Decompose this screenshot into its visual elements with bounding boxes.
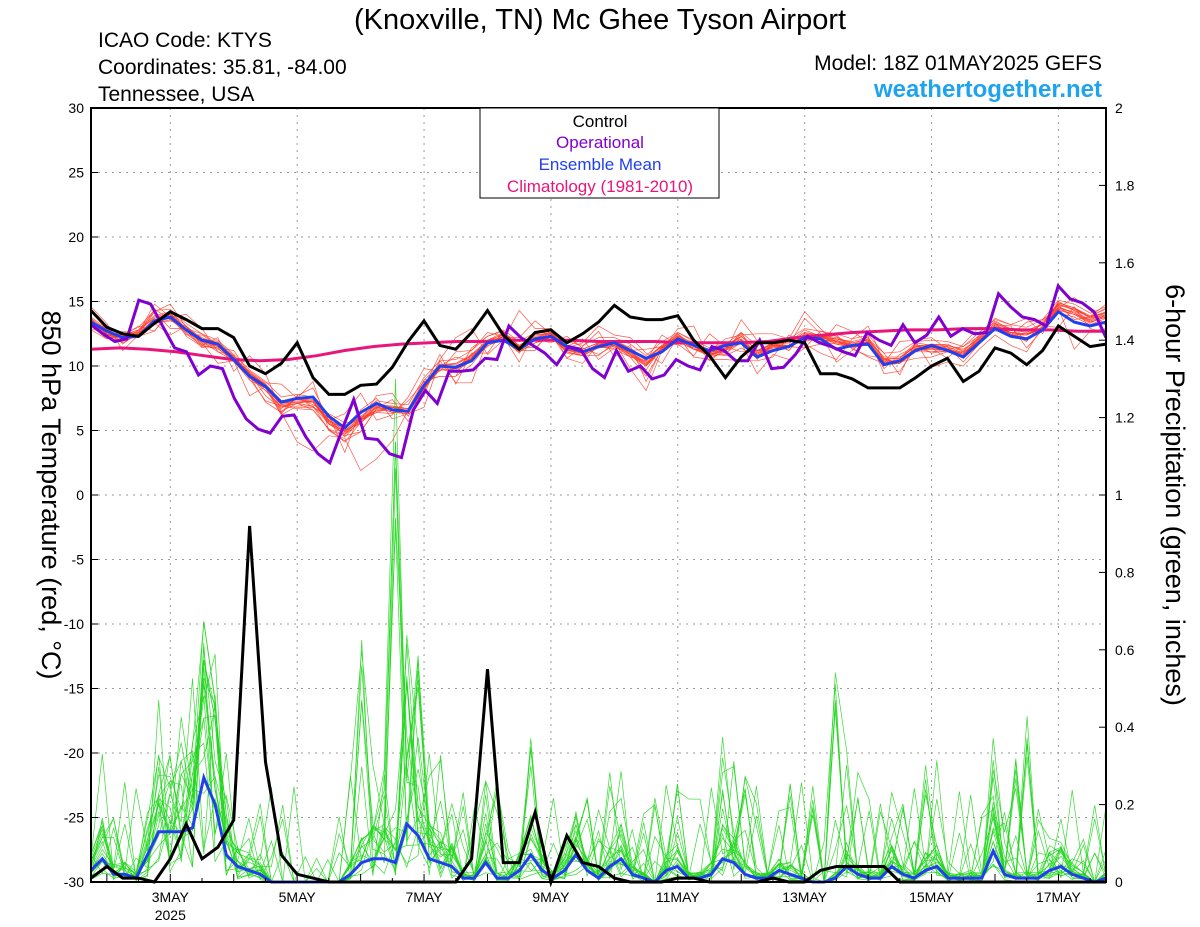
y-left-tick-label: 10	[68, 358, 84, 374]
x-tick-label: 5MAY	[279, 889, 317, 905]
temperature-member-line	[90, 302, 1107, 435]
precipitation-member-line	[90, 468, 1107, 883]
y-left-tick-label: -5	[72, 552, 85, 568]
y-right-axis-title: 6-hour Precipitation (green, inches)	[1160, 284, 1190, 706]
y-left-tick-label: 15	[68, 294, 84, 310]
grid	[91, 108, 1106, 882]
y-right-tick-label: 0.8	[1115, 564, 1135, 580]
y-left-axis-title: 850 hPa Temperature (red, °C)	[36, 311, 66, 680]
precipitation-member-line	[90, 644, 1107, 883]
precipitation-member-line	[90, 635, 1107, 883]
precip-ensemble-mean-line	[89, 772, 1107, 884]
temperature-member-line	[90, 306, 1107, 437]
y-right-tick-label: 1.8	[1115, 177, 1135, 193]
y-left-tick-label: 20	[68, 229, 84, 245]
temperature-member-line	[90, 297, 1107, 454]
precipitation-member-line	[90, 660, 1107, 883]
y-right-tick-label: 1.6	[1115, 255, 1135, 271]
temperature-member-line	[90, 301, 1107, 472]
temperature-member-line	[90, 299, 1107, 428]
temp-operational-line	[90, 283, 1108, 466]
website-link[interactable]: weathertogether.net	[873, 76, 1102, 103]
y-right-tick-label: 2	[1115, 100, 1123, 116]
precipitation-member-line	[90, 679, 1107, 883]
legend-entry-ensemble-mean: Ensemble Mean	[539, 155, 662, 174]
y-left-tick-label: 30	[68, 100, 84, 116]
y-left-tick-label: -10	[64, 616, 84, 632]
x-tick-label: 7MAY	[406, 889, 444, 905]
legend-entry-climatology: Climatology (1981-2010)	[507, 177, 693, 196]
y-left-tick-label: -25	[64, 810, 84, 826]
y-right-tick-label: 0.6	[1115, 642, 1135, 658]
precipitation-members	[90, 378, 1107, 883]
x-tick-label: 9MAY	[532, 889, 570, 905]
y-right-tick-label: 0.4	[1115, 719, 1135, 735]
axes: 302520151050-5-10-15-20-25-3021.81.61.41…	[64, 100, 1135, 923]
x-tick-year-label: 2025	[155, 907, 186, 923]
temp-ensemble-mean-line	[90, 309, 1107, 430]
x-tick-label: 15MAY	[909, 889, 955, 905]
legend-entry-operational: Operational	[556, 133, 644, 152]
y-right-tick-label: 1.2	[1115, 410, 1135, 426]
precipitation-member-line	[90, 660, 1107, 883]
precipitation-member-line	[90, 665, 1107, 883]
legend: Control Operational Ensemble Mean Climat…	[479, 107, 720, 199]
precipitation-member-line	[90, 441, 1107, 883]
precipitation-member-line	[90, 517, 1107, 883]
page-title: (Knoxville, TN) Mc Ghee Tyson Airport	[353, 4, 847, 36]
y-left-tick-label: -20	[64, 745, 84, 761]
y-left-tick-label: 25	[68, 165, 84, 181]
y-left-tick-label: -15	[64, 681, 84, 697]
model-run: Model: 18Z 01MAY2025 GEFS	[814, 52, 1102, 75]
y-right-tick-label: 0	[1115, 874, 1123, 890]
region: Tennessee, USA	[98, 83, 255, 106]
x-tick-label: 17MAY	[1036, 889, 1082, 905]
y-right-tick-label: 0.2	[1115, 797, 1135, 813]
y-left-tick-label: -30	[64, 874, 84, 890]
legend-entry-control: Control	[573, 112, 628, 131]
y-right-tick-label: 1.4	[1115, 332, 1135, 348]
precipitation-member-line	[90, 526, 1107, 883]
x-tick-label: 3MAY	[152, 889, 190, 905]
y-left-tick-label: 5	[76, 423, 84, 439]
y-right-tick-label: 1	[1115, 487, 1123, 503]
x-tick-label: 13MAY	[782, 889, 828, 905]
y-left-tick-label: 0	[76, 487, 84, 503]
precipitation-member-line	[90, 681, 1107, 883]
main-series	[89, 283, 1108, 888]
climatology-line	[90, 327, 1106, 363]
precipitation-member-line	[90, 687, 1107, 883]
precipitation-member-line	[90, 670, 1107, 883]
icao-code: ICAO Code: KTYS	[98, 29, 272, 52]
legend-box	[479, 107, 720, 199]
x-tick-label: 11MAY	[656, 889, 700, 905]
coordinates: Coordinates: 35.81, -84.00	[98, 56, 347, 79]
precip-control-line	[90, 525, 1106, 888]
temp-control-line	[89, 303, 1107, 396]
precipitation-member-line	[90, 661, 1107, 883]
precipitation-member-line	[90, 666, 1107, 883]
